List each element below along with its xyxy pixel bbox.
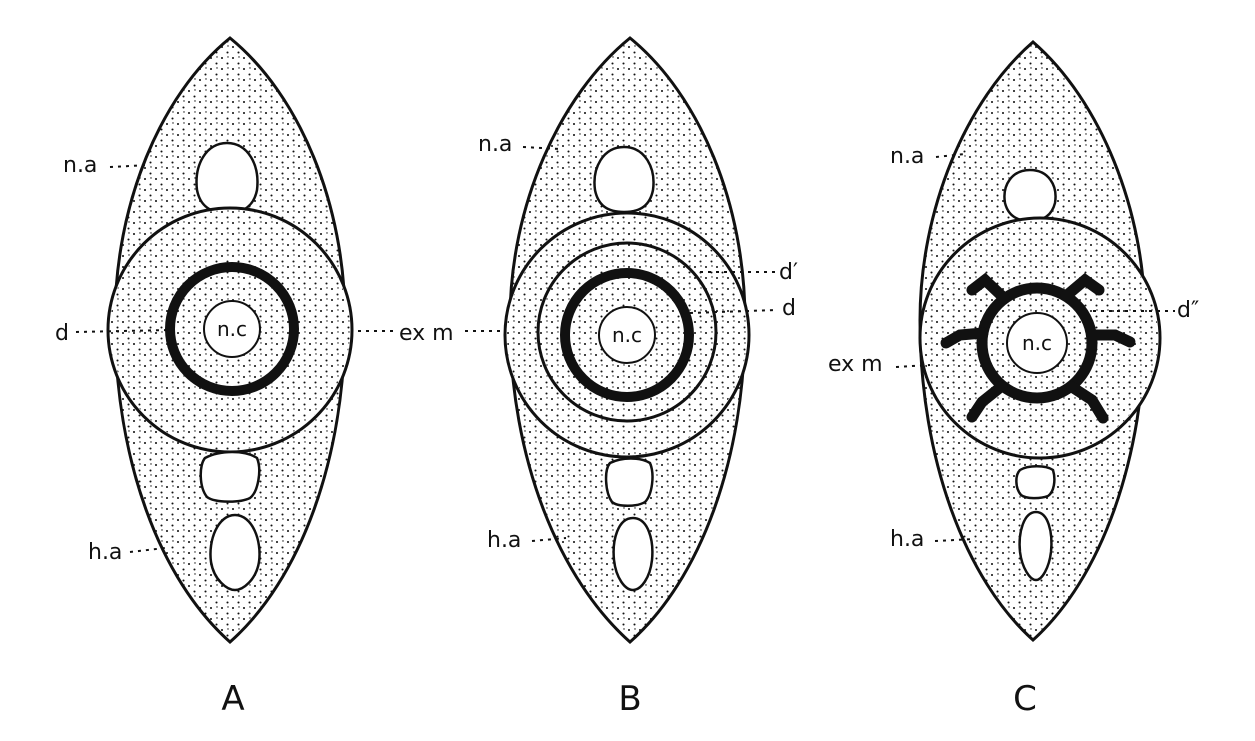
haemal-canal-upper-b [604,457,654,507]
disc-ring-b [560,268,694,402]
neural-canal-c [1003,168,1057,223]
neural-canal-b [593,145,655,214]
label-neural-arch-a: n.a [63,153,97,178]
notochord-label-b: n.c [612,323,642,347]
disc-outer-ring-b [536,241,718,423]
label-haemal-arch-a: h.a [88,540,122,565]
haemal-canal-lower-c [1018,510,1053,582]
haemal-canal-lower-b [612,516,654,592]
label-haemal-arch-b: h.a [487,528,521,553]
label-disc-outer-b: d′ [779,260,798,285]
disc-process-l [940,327,989,349]
disc-process-ur [1060,273,1105,302]
disc-process-r [1086,329,1136,348]
label-neural-arch-c: n.a [890,144,924,169]
leader-ex-m-c [895,364,931,368]
label-haemal-arch-c: h.a [890,527,924,552]
caption-a: A [221,679,244,719]
leader-neural-arch-a [109,164,151,168]
disc-ring-c [976,282,1098,404]
leader-neural-arch-b [522,146,561,150]
figure-c: n.c n.a d″ ex m h.a C [828,40,1199,719]
haemal-canal-upper-c [1015,465,1056,500]
notochord-c [1006,312,1068,374]
caption-c: C [1013,679,1037,719]
notochord-label-a: n.c [217,317,247,341]
haemal-canal-lower-a [209,513,261,592]
notochord-a [203,300,261,358]
ex-m-shared: ex m [358,321,505,346]
label-disc-c: d″ [1177,298,1199,323]
caption-b: B [618,679,641,719]
leader-haemal-arch-b [531,537,567,542]
label-neural-arch-b: n.a [478,132,512,157]
disc-process-ll [966,380,1008,423]
leader-neural-arch-c [935,153,966,158]
neural-canal-a [195,141,259,215]
disc-ring-a [165,262,299,396]
figure-a: n.c n.a d h.a A [55,36,354,719]
haemal-canal-upper-a [199,450,261,503]
radiating-disc-c [940,272,1136,424]
figure-b: n.c n.a d′ d h.a B [478,36,798,719]
leader-haemal-arch-c [934,538,976,542]
leader-haemal-arch-a [129,547,166,553]
disc-process-ul [966,272,1010,304]
label-ex-m-c: ex m [828,352,883,377]
disc-process-lr [1066,381,1109,424]
label-disc-a: d [55,321,69,346]
label-ex-m-ab: ex m [399,321,454,346]
notochord-label-c: n.c [1022,331,1052,355]
notochord-b [598,306,656,364]
label-disc-b: d [782,296,796,321]
